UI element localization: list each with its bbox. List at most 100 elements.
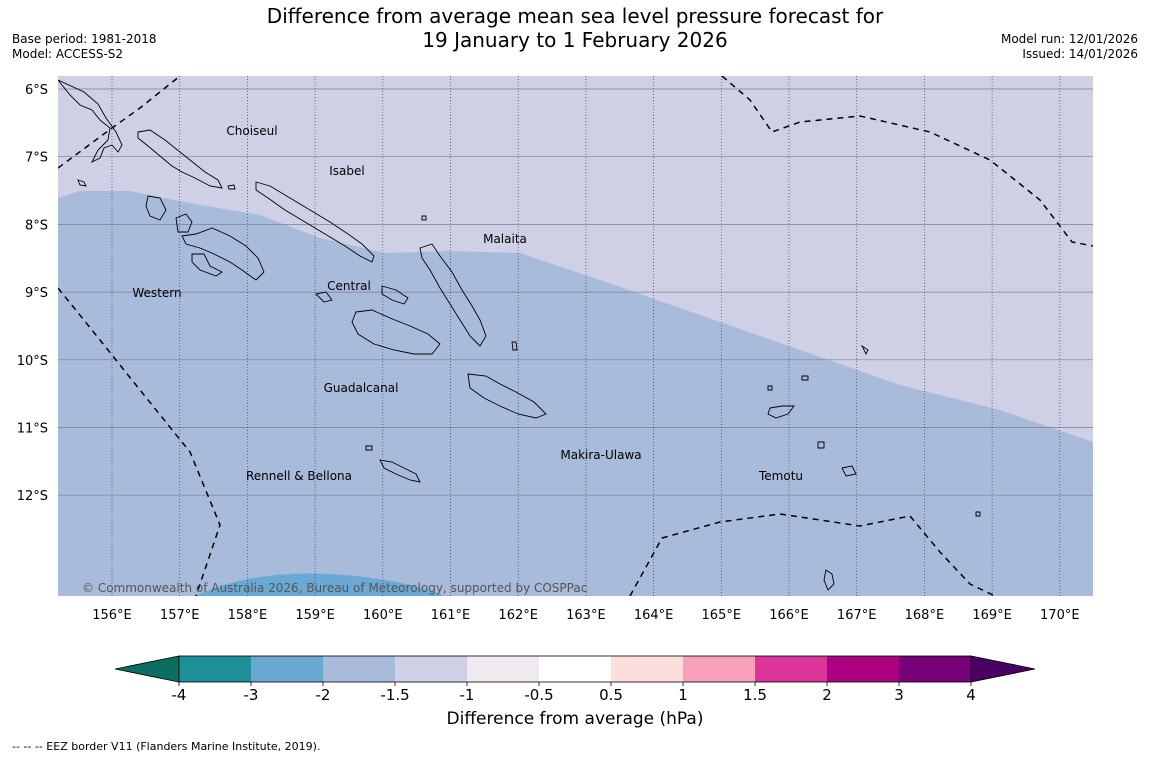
lon-tick-label: 164°E <box>634 608 674 623</box>
lon-tick-label: 167°E <box>837 608 877 623</box>
lon-tick-label: 163°E <box>566 608 606 623</box>
colorbar-tick-label: 0.5 <box>599 686 623 704</box>
colorbar-tick-label: 2 <box>822 686 832 704</box>
islet <box>227 184 236 190</box>
region-labels: Choiseul Isabel Malaita Western Central Guada… <box>132 124 803 483</box>
eez-borders <box>58 76 1093 596</box>
bougainville-island <box>58 79 123 164</box>
anomaly-field-dark <box>195 573 445 596</box>
lon-tick-label: 161°E <box>431 608 471 623</box>
chart-title: Difference from average mean sea level p… <box>0 4 1150 52</box>
lon-tick-label: 169°E <box>972 608 1012 623</box>
coastlines <box>58 79 981 591</box>
lon-tick-label: 166°E <box>769 608 809 623</box>
region-label: Western <box>132 286 181 300</box>
colorbar-bin <box>179 656 251 682</box>
colorbar-tick-label: 3 <box>894 686 904 704</box>
map-area <box>58 76 1093 596</box>
region-label: Malaita <box>483 232 527 246</box>
colorbar-bin <box>827 656 899 682</box>
colorbar-bin <box>395 656 467 682</box>
region-label: Temotu <box>758 469 803 483</box>
islet <box>77 179 87 187</box>
colorbar-bin <box>683 656 755 682</box>
region-label: Choiseul <box>226 124 277 138</box>
rendova-island <box>191 253 223 277</box>
colorbar-bin <box>467 656 539 682</box>
lon-tick-label: 156°E <box>92 608 132 623</box>
longitude-axis: 156°E 157°E 158°E 159°E 160°E 161°E 162°E 163°E… <box>92 608 1079 623</box>
colorbar-bin <box>323 656 395 682</box>
eez-border <box>58 76 181 169</box>
title-line-2: 19 January to 1 February 2026 <box>422 28 728 52</box>
latitude-axis: 6°S 7°S 8°S 9°S 10°S 11°S 12°S <box>17 83 48 504</box>
lat-tick-label: 7°S <box>25 151 48 166</box>
colorbar-extend-low <box>114 655 180 683</box>
kolombangara-island <box>175 213 193 233</box>
vella-lavella-island <box>145 195 167 221</box>
lat-tick-label: 6°S <box>25 83 48 98</box>
makira-island <box>467 373 547 419</box>
model-run: Model run: 12/01/2026 <box>1000 32 1138 46</box>
lon-tick-label: 160°E <box>363 608 403 623</box>
eez-border <box>629 513 996 596</box>
colorbar-frame <box>178 655 972 683</box>
islet <box>767 385 773 391</box>
colorbar-tick-label: 4 <box>966 686 976 704</box>
florida-islands <box>381 285 409 305</box>
islet <box>975 511 981 517</box>
lat-tick-label: 9°S <box>25 286 48 301</box>
issued-date: Issued: 14/01/2026 <box>1022 47 1138 61</box>
region-label: Isabel <box>329 164 364 178</box>
lat-tick-label: 8°S <box>25 218 48 233</box>
ulawa-island <box>511 341 518 351</box>
colorbar-bin <box>539 656 611 682</box>
graticule <box>58 76 1093 596</box>
colorbar-tick-label: 1.5 <box>743 686 767 704</box>
eez-border <box>58 287 221 596</box>
colorbar-tick-label: -4 <box>172 686 187 704</box>
copyright-text: © Commonwealth of Australia 2026, Bureau… <box>82 581 587 595</box>
lon-tick-label: 157°E <box>160 608 200 623</box>
choiseul-island <box>137 129 223 189</box>
islet <box>860 344 869 356</box>
isabel-island <box>255 181 375 263</box>
eez-border <box>721 76 1093 247</box>
colorbar-bin <box>899 656 971 682</box>
colorbar-tick-label: 1 <box>678 686 688 704</box>
lon-tick-label: 168°E <box>905 608 945 623</box>
colorbar-title: Difference from average (hPa) <box>446 709 704 729</box>
colorbar-tick-label: -2 <box>316 686 331 704</box>
model-name: Model: ACCESS-S2 <box>12 47 124 61</box>
colorbar-bin <box>251 656 323 682</box>
rennell-island <box>379 459 421 483</box>
colorbar: -4 -3 -2 -1.5 -1 -0.5 0.5 1 1.5 2 3 4 <box>114 655 1036 704</box>
meta-left: Base period: 1981-2018 Model: ACCESS-S2 <box>12 32 157 62</box>
region-label: Central <box>327 279 371 293</box>
lon-tick-label: 158°E <box>228 608 268 623</box>
lon-tick-label: 165°E <box>702 608 742 623</box>
eez-legend-note: -- -- -- EEZ border V11 (Flanders Marine… <box>12 740 321 753</box>
lon-tick-label: 162°E <box>498 608 538 623</box>
colorbar-extend-high <box>970 655 1036 683</box>
lon-tick-label: 170°E <box>1040 608 1080 623</box>
bellona-island <box>365 445 373 451</box>
colorbar-bin <box>611 656 683 682</box>
santa-cruz-island <box>767 405 795 419</box>
islet <box>801 375 809 381</box>
russell-islands <box>315 291 333 303</box>
region-label: Makira-Ulawa <box>560 448 641 462</box>
lat-tick-label: 11°S <box>17 422 48 437</box>
vanikoro-island <box>817 441 825 449</box>
colorbar-tick-label: -1.5 <box>380 686 409 704</box>
lat-tick-label: 12°S <box>17 489 48 504</box>
base-period: Base period: 1981-2018 <box>12 32 157 46</box>
colorbar-tick-label: -3 <box>244 686 259 704</box>
malaita-island <box>419 243 487 347</box>
guadalcanal-island <box>351 309 441 355</box>
colorbar-tick-label: -0.5 <box>524 686 553 704</box>
islet <box>823 569 835 591</box>
islet <box>421 215 427 221</box>
region-label: Guadalcanal <box>324 381 399 395</box>
